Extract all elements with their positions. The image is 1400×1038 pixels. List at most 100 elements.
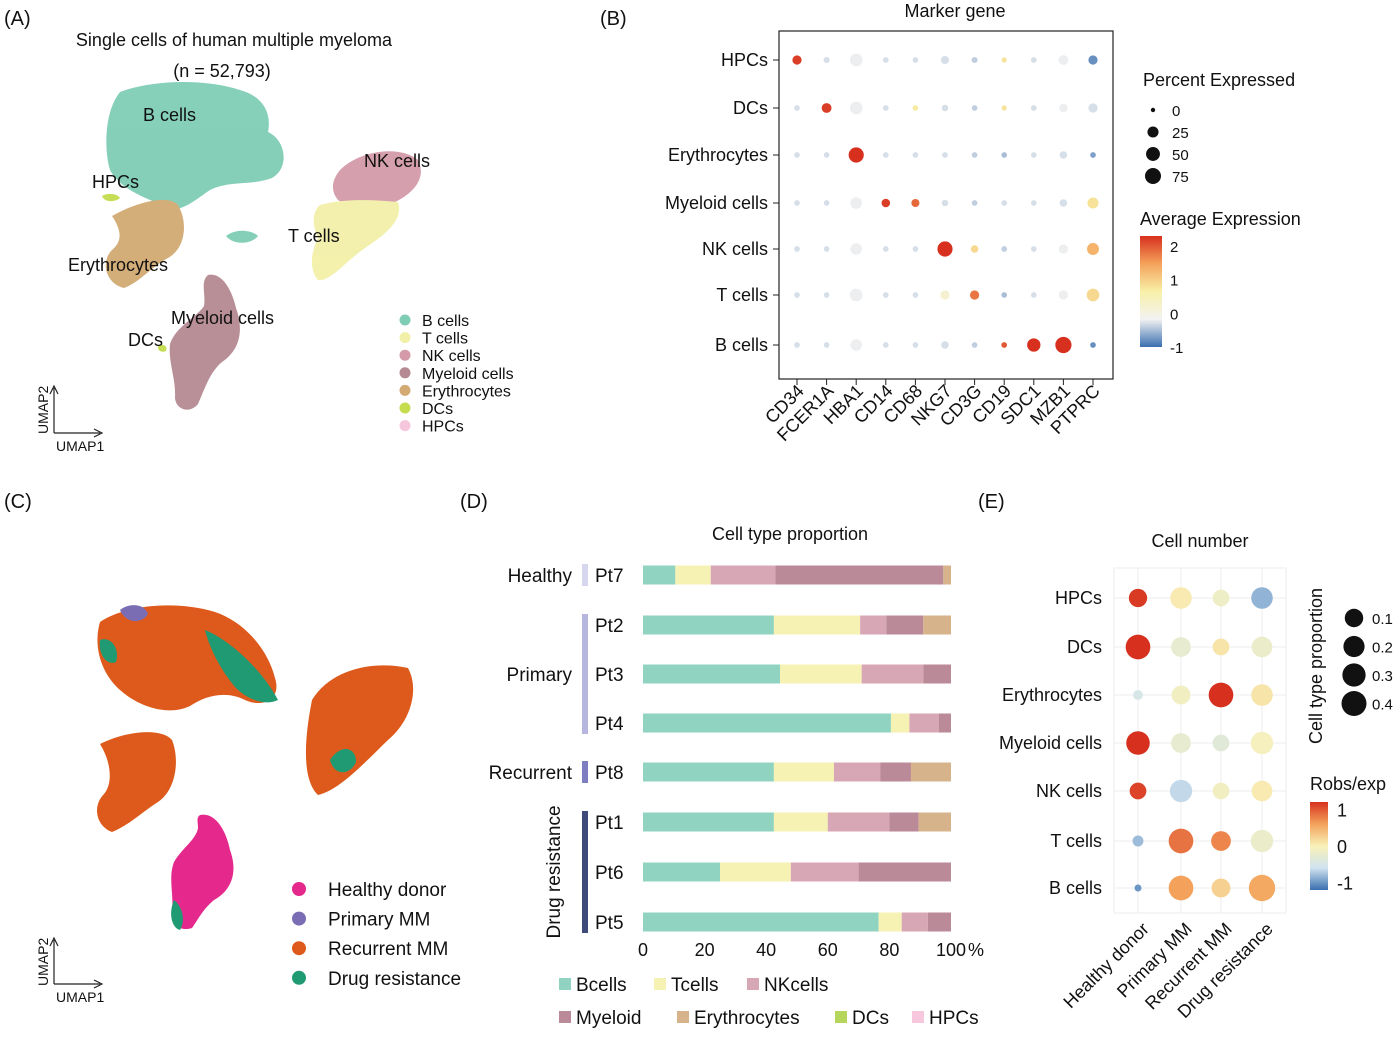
cluster-nk-cells — [332, 151, 421, 207]
umap-a — [102, 81, 421, 410]
stacked-bar-legend-swatch — [747, 978, 759, 990]
cluster-myeloid-cells — [169, 274, 240, 410]
stacked-bar-group-label: Primary — [507, 665, 573, 686]
stacked-bar-segment — [827, 812, 890, 832]
cluster-t-cells — [311, 200, 400, 281]
dotplot-b-dot — [969, 290, 980, 300]
dotplot-b-size-legend-label: 25 — [1172, 125, 1189, 142]
dotplot-b-size-legend-dot — [1147, 126, 1159, 138]
dotplot-b-colorbar-tick: 0 — [1170, 306, 1178, 323]
dotplot-b-frame — [778, 30, 1114, 380]
stacked-bar-group-label: Recurrent — [489, 763, 573, 784]
dotplot-b-dot — [911, 198, 920, 208]
cluster-b-cells — [106, 81, 284, 209]
cluster-b-cells-blob — [226, 230, 258, 243]
stacked-bar-bar-label: Pt3 — [595, 665, 624, 686]
dotplot-b-dot — [1030, 152, 1037, 158]
dotplot-b-dot — [1086, 288, 1100, 302]
dotplot-b-dot — [823, 246, 830, 252]
stacked-bar-segment — [858, 862, 951, 882]
legend-a-label: HPCs — [422, 419, 464, 436]
legend-c-swatch — [292, 941, 306, 956]
stacked-bar-segment — [643, 615, 774, 635]
legend-a-swatch — [399, 367, 411, 379]
dotplot-b-dot — [882, 152, 889, 158]
stacked-bar-segment — [918, 812, 951, 832]
legend-a-swatch — [399, 384, 411, 396]
stacked-bar-legend-label: Erythrocytes — [694, 1008, 800, 1029]
stacked-bar-group-marker — [582, 761, 588, 783]
stacked-bar-bar-label: Pt2 — [595, 616, 624, 637]
stacked-bar-marks: Healthy Pt7 Primary Pt2 Pt3 Pt4 Recurrent Pt8 Dr… — [489, 564, 984, 960]
stacked-bar-segment — [643, 812, 774, 832]
stacked-bar-segment — [773, 615, 861, 635]
dotplot-b-dot — [792, 55, 802, 65]
dotplot-b-dot — [849, 101, 863, 115]
stacked-bar-bar-label: Pt5 — [595, 913, 624, 934]
dotplot-b-dot — [1030, 105, 1037, 111]
legend-a-label: DCs — [422, 401, 453, 418]
dotplot-e-row-label: T cells — [1050, 831, 1102, 851]
stacked-bar-segment — [860, 615, 887, 635]
dotplot-e-row-label: NK cells — [1036, 781, 1102, 801]
stacked-bar-group-marker — [582, 564, 588, 586]
dotplot-e-size-legend-dot — [1344, 608, 1364, 628]
legend-c-label: Drug resistance — [328, 969, 461, 990]
dotplot-b-dot — [850, 243, 862, 255]
dotplot-e-row-label: HPCs — [1055, 588, 1102, 608]
dotplot-b-dot — [971, 152, 978, 158]
dotplot-b-dot — [850, 197, 862, 209]
umap-label-dcs: DCs — [128, 330, 163, 350]
dotplot-b-dot — [794, 200, 800, 206]
dotplot-b-dot — [1030, 200, 1037, 206]
legend-a-label: B cells — [422, 313, 469, 330]
stacked-bar-segment — [938, 713, 951, 733]
stacked-bar-legend-swatch — [559, 1011, 571, 1023]
dotplot-b-colorbar-tick: -1 — [1170, 340, 1183, 357]
stacked-bar-segment — [861, 664, 924, 684]
dotplot-e-dot — [1211, 831, 1231, 851]
stacked-bar-segment — [643, 713, 891, 733]
dotplot-b-row-label: Erythrocytes — [668, 145, 768, 165]
dotplot-b-dot — [794, 152, 800, 158]
dotplot-e-dot — [1170, 587, 1192, 609]
dotplot-b-color-legend-title: Average Expression — [1140, 209, 1301, 229]
dotplot-e-title: Cell number — [1151, 531, 1248, 551]
dotplot-e-marks: HPCs DCs Erythrocytes Myeloid cells NK cells… — [999, 567, 1287, 1022]
stacked-bar-segment — [923, 615, 951, 635]
dotplot-b-dot — [1059, 199, 1068, 207]
stacked-bar-x-tick-label: 60 — [818, 940, 838, 960]
stacked-bar-segment — [790, 862, 859, 882]
dotplot-b-marks: HPCs DCs Erythrocytes Myeloid cells NK cells… — [665, 50, 1104, 445]
dotplot-b-dot — [1055, 336, 1072, 354]
dotplot-e-dot — [1132, 835, 1144, 847]
dotplot-b-dot — [1087, 197, 1099, 209]
umap-label-erythrocytes: Erythrocytes — [68, 255, 168, 275]
dotplot-b-row-label: B cells — [715, 335, 768, 355]
legend-c-swatch — [292, 911, 306, 926]
dotplot-b-dot — [1087, 243, 1099, 255]
dotplot-b-size-legend-dot — [1146, 147, 1160, 161]
stacked-bar-segment — [910, 762, 951, 782]
dotplot-b-dot — [971, 56, 978, 64]
dotplot-b-dot — [1001, 246, 1008, 252]
stacked-bar-segment — [675, 565, 711, 585]
stacked-bar-segment — [901, 912, 928, 932]
dotplot-e-size-legend-dot — [1342, 663, 1366, 687]
dotplot-b-dot — [849, 288, 863, 302]
umap-c-cluster-bottom-tail — [171, 900, 183, 930]
umap-c-primary-patch — [120, 605, 148, 622]
dotplot-e-size-legend-label: 0.4 — [1372, 697, 1393, 714]
legend-a-label: Myeloid cells — [422, 366, 514, 383]
dotplot-b-dot — [912, 152, 919, 158]
stacked-bar-segment — [773, 812, 828, 832]
dotplot-b-dot — [882, 105, 889, 111]
dotplot-b-dot — [971, 342, 978, 348]
dotplot-b-dot — [794, 246, 800, 252]
panel-e-letter: (E) — [978, 491, 1005, 513]
umap-label-b-cells: B cells — [143, 105, 196, 125]
stacked-bar-legend-label: Bcells — [576, 975, 627, 996]
dotplot-b-dot — [849, 53, 863, 67]
dotplot-b-dot — [882, 292, 889, 298]
dotplot-b-dot — [912, 57, 919, 63]
